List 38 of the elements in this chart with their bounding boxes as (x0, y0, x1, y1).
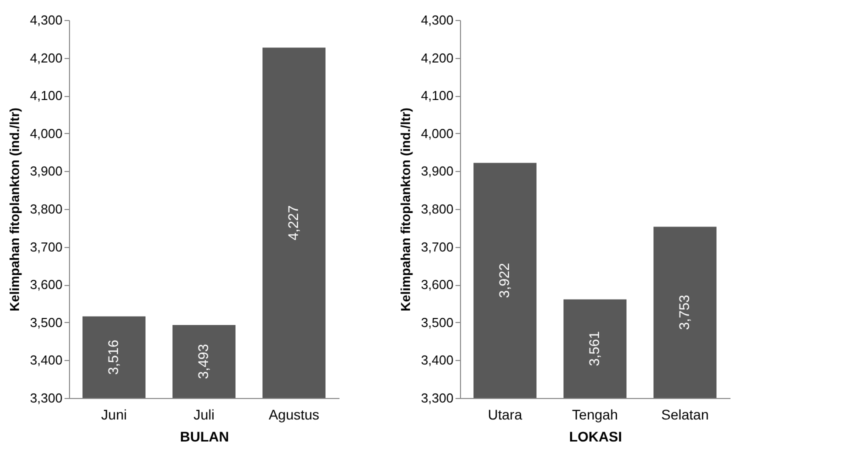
x-axis-title: BULAN (180, 428, 229, 444)
y-tick-label: 4,000 (30, 126, 62, 141)
y-tick-label: 4,300 (420, 12, 454, 28)
y-tick-label: 3,500 (420, 314, 454, 330)
y-tick-label: 3,900 (30, 164, 62, 179)
y-tick-label: 3,400 (30, 352, 62, 368)
y-axis-title: Kelimpahan fitoplankton (ind./ltr) (6, 108, 22, 312)
y-tick-label: 4,100 (30, 88, 62, 104)
y-tick-label: 4,000 (420, 126, 454, 141)
y-tick-label: 3,300 (420, 390, 454, 406)
y-axis-title: Kelimpahan fitoplankton (ind./ltr) (398, 108, 413, 312)
y-tick-label: 3,900 (420, 164, 454, 179)
y-tick-label: 3,600 (30, 277, 62, 292)
y-tick-label: 3,500 (30, 314, 62, 330)
data-label: 3,561 (586, 330, 602, 366)
data-label: 3,922 (496, 262, 512, 298)
x-tick-label: Utara (488, 406, 522, 422)
x-tick-label: Tengah (572, 406, 618, 422)
x-tick-label: Juli (193, 406, 215, 422)
data-label: 3,516 (105, 339, 121, 375)
y-tick-label: 4,100 (420, 88, 454, 104)
y-tick-label: 3,800 (420, 202, 454, 216)
x-axis-title: LOKASI (569, 428, 622, 444)
y-tick-label: 3,800 (30, 202, 62, 216)
data-label: 3,493 (195, 344, 211, 380)
data-label: 3,753 (676, 294, 692, 330)
y-tick-label: 3,600 (420, 277, 454, 292)
x-tick-label: Juni (101, 406, 127, 422)
y-tick-label: 4,200 (420, 50, 454, 66)
data-label: 4,227 (285, 205, 301, 240)
y-tick-label: 3,700 (420, 239, 454, 254)
y-tick-label: 3,400 (420, 352, 454, 368)
y-tick-label: 4,300 (30, 12, 62, 28)
y-tick-label: 3,300 (30, 390, 62, 406)
y-tick-label: 3,700 (30, 239, 62, 254)
x-tick-label: Selatan (661, 406, 709, 422)
x-tick-label: Agustus (268, 406, 320, 422)
y-tick-label: 4,200 (30, 50, 62, 66)
